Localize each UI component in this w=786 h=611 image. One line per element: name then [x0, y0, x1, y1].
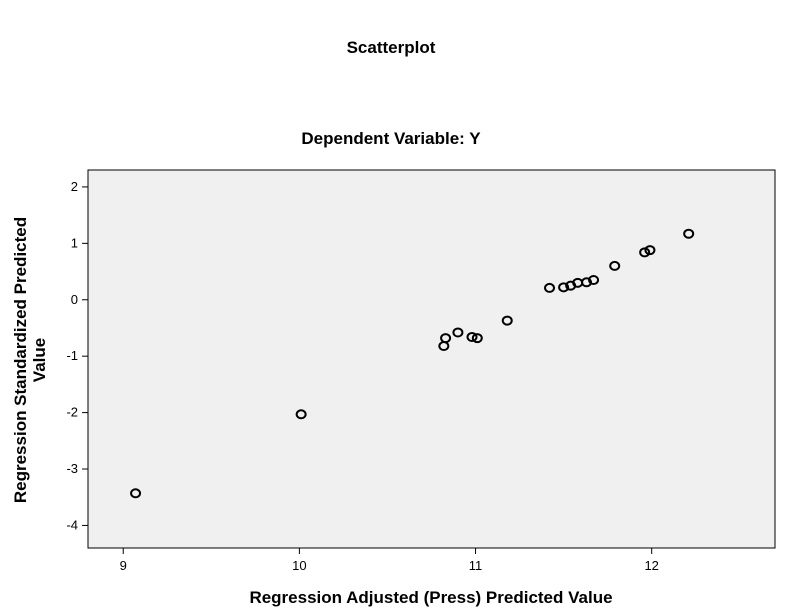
y-axis: 2 1 0 -1 -2 -3 -4: [66, 179, 88, 532]
y-tick-label: -4: [66, 517, 78, 532]
y-axis-label: Regression Standardized Predicted Value: [11, 217, 49, 503]
data-point: [609, 260, 621, 271]
y-tick-label: 0: [71, 292, 78, 307]
data-point: [644, 245, 656, 256]
y-tick-label: 2: [71, 179, 78, 194]
data-point: [130, 488, 142, 499]
data-point: [683, 228, 695, 239]
chart-title: Scatterplot: [347, 38, 436, 57]
data-point: [452, 327, 464, 338]
x-tick-label: 11: [469, 558, 483, 573]
y-tick-label: 1: [71, 235, 78, 250]
x-tick-label: 9: [120, 558, 127, 573]
y-tick-label: -3: [66, 461, 78, 476]
x-tick-label: 12: [644, 558, 658, 573]
y-tick-label: -2: [66, 405, 78, 420]
data-point: [558, 282, 570, 293]
data-point: [471, 333, 483, 344]
x-axis-label: Regression Adjusted (Press) Predicted Va…: [249, 588, 612, 607]
data-point: [581, 277, 593, 288]
data-points: [130, 228, 695, 499]
chart-subtitle: Dependent Variable: Y: [301, 129, 481, 148]
data-point: [466, 331, 478, 342]
y-axis-label-line2: Value: [30, 338, 49, 382]
data-point: [295, 409, 307, 420]
y-axis-label-line1: Regression Standardized Predicted: [11, 217, 30, 503]
data-point: [544, 282, 556, 293]
x-tick-label: 10: [292, 558, 306, 573]
data-point: [501, 315, 513, 326]
plot-area: [87, 169, 776, 549]
data-point: [639, 247, 651, 258]
y-tick-label: -1: [66, 348, 78, 363]
x-axis: 9 10 11 12: [120, 548, 659, 573]
data-point: [440, 333, 452, 344]
data-point: [588, 275, 600, 286]
